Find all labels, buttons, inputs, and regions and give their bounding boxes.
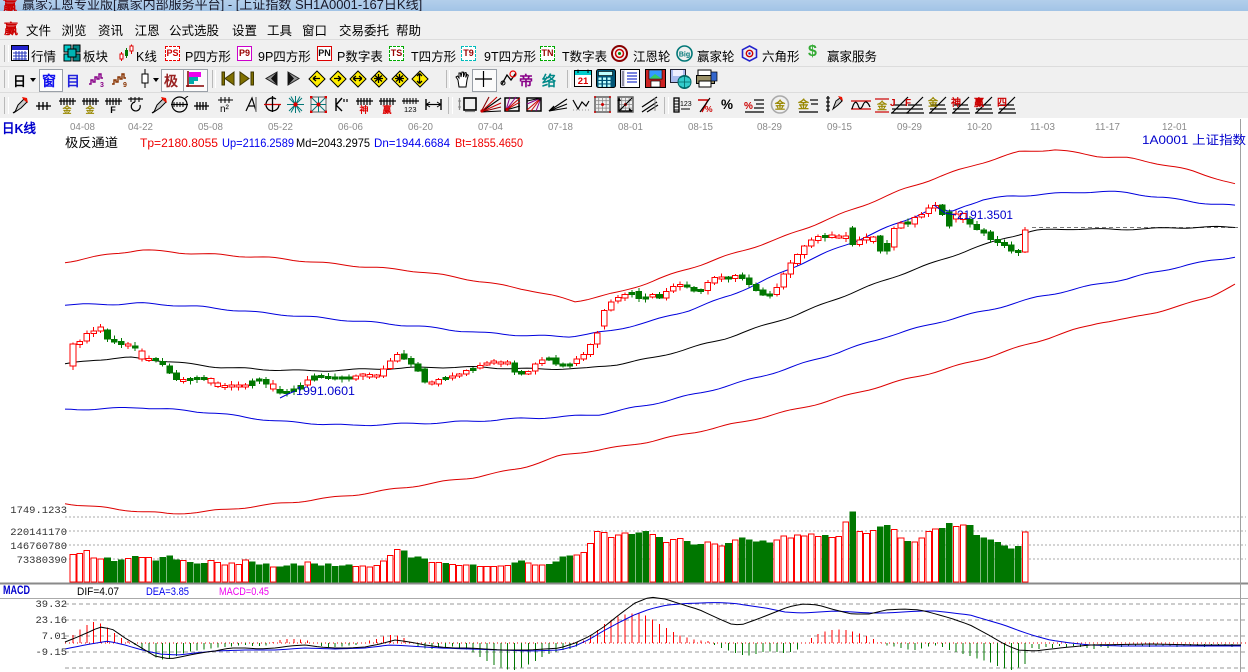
svg-text:1749.1233: 1749.1233 [10,505,67,517]
svg-text:1991.0601: 1991.0601 [296,384,355,398]
svg-text:四: 四 [997,97,1007,109]
svg-text:23.16: 23.16 [35,615,67,627]
svg-text:金: 金 [928,96,939,109]
svg-text:3: 3 [100,82,104,88]
svg-text:金: 金 [84,104,95,114]
svg-text:2191.3501: 2191.3501 [957,208,1013,222]
svg-text:DIF=4.07: DIF=4.07 [77,586,119,598]
svg-text:神: 神 [359,104,368,114]
svg-text:金: 金 [774,99,786,112]
svg-text:MACD: MACD [3,583,30,597]
svg-text:08-15: 08-15 [688,122,713,133]
svg-text:7.01: 7.01 [42,631,67,643]
svg-text:F: F [905,98,911,109]
svg-text:F: F [110,105,116,114]
svg-text:Md=2043.2975: Md=2043.2975 [296,136,370,150]
svg-text:%: % [705,104,713,114]
svg-text:赢: 赢 [382,104,391,114]
svg-text:04-22: 04-22 [128,122,153,133]
svg-text:-9.15: -9.15 [35,647,67,659]
svg-text:08-29: 08-29 [757,122,782,133]
svg-text:DEA=3.85: DEA=3.85 [146,586,189,598]
svg-text:Big: Big [679,52,690,59]
svg-text:123: 123 [404,105,417,113]
svg-text:9: 9 [123,82,127,88]
svg-text:n²: n² [220,104,230,113]
svg-text:07-18: 07-18 [548,122,573,133]
svg-text:金: 金 [61,104,72,114]
svg-text:06-20: 06-20 [408,122,433,133]
svg-text:220141170: 220141170 [10,527,67,539]
svg-text:10-20: 10-20 [967,122,992,133]
svg-text:MACD=0.45: MACD=0.45 [219,586,269,598]
svg-text:04-08: 04-08 [70,122,95,133]
svg-text:日K线: 日K线 [2,121,36,136]
svg-text:09-15: 09-15 [827,122,852,133]
svg-text:09-29: 09-29 [897,122,922,133]
svg-text:神: 神 [951,96,961,109]
svg-text:Up=2116.2589: Up=2116.2589 [222,136,294,150]
svg-text:05-08: 05-08 [198,122,223,133]
svg-text:11-17: 11-17 [1095,122,1120,133]
svg-text:21: 21 [578,76,589,87]
svg-text:73380390: 73380390 [17,555,67,567]
svg-text:11-03: 11-03 [1030,122,1055,133]
svg-text:Tp=2180.8055: Tp=2180.8055 [140,136,218,150]
svg-text:05-22: 05-22 [268,122,293,133]
svg-text:12-01: 12-01 [1162,122,1187,133]
svg-text:08-01: 08-01 [618,122,643,133]
svg-text:146760780: 146760780 [10,541,67,553]
svg-text:Dn=1944.6684: Dn=1944.6684 [374,136,450,150]
svg-text:赢: 赢 [974,96,984,109]
svg-text:金: 金 [876,100,888,113]
svg-text:39.32: 39.32 [35,599,67,611]
svg-text:06-06: 06-06 [338,122,363,133]
svg-text:金: 金 [798,97,810,111]
svg-text:%: % [744,101,753,112]
svg-text:极反通道: 极反通道 [65,136,119,150]
svg-text:07-04: 07-04 [478,122,503,133]
svg-text:1A0001 上证指数: 1A0001 上证指数 [1142,132,1246,147]
svg-text:123: 123 [680,101,692,108]
svg-text:Bt=1855.4650: Bt=1855.4650 [455,136,523,150]
svg-text:J: J [890,98,896,109]
